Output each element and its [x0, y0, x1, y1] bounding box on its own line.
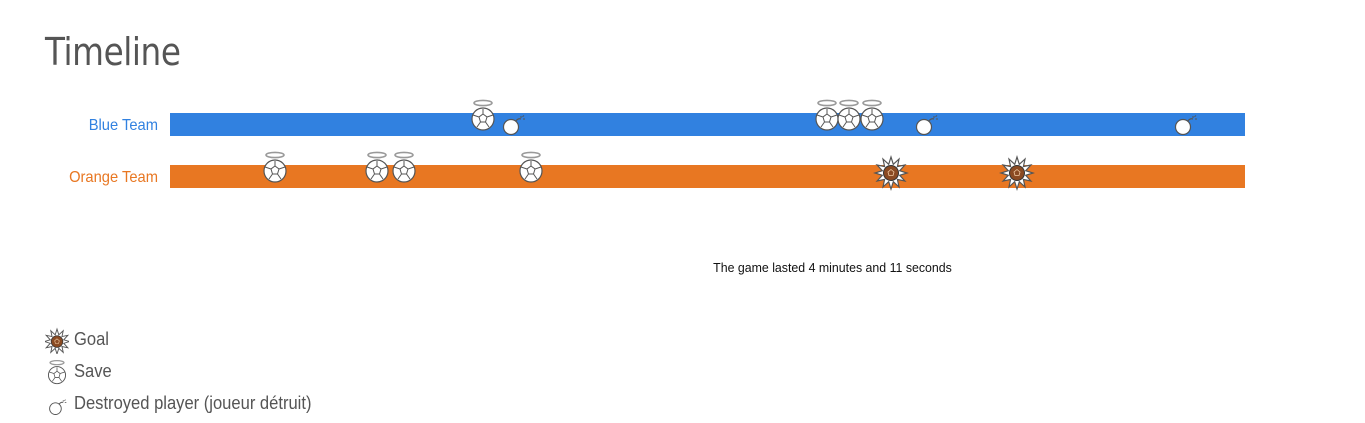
legend-item-save: Save: [45, 355, 332, 387]
legend-item-goal: Goal: [43, 323, 332, 356]
game-duration-summary: The game lasted 4 minutes and 11 seconds: [713, 260, 952, 275]
save-icon[interactable]: [363, 149, 391, 185]
legend-label: Destroyed player (joueur détruit): [74, 392, 312, 413]
save-icon[interactable]: [390, 149, 418, 185]
goal-icon: [43, 326, 71, 356]
save-icon[interactable]: [517, 149, 545, 185]
save-icon: [45, 358, 69, 385]
save-icon[interactable]: [261, 149, 289, 185]
legend-label: Save: [74, 360, 112, 381]
timeline-track-orange: [170, 165, 1245, 188]
bomb-icon[interactable]: [912, 103, 940, 139]
save-icon[interactable]: [835, 97, 863, 133]
legend-label: Goal: [74, 328, 109, 349]
bomb-icon[interactable]: [499, 103, 527, 139]
team-label-blue: Blue Team: [88, 117, 158, 134]
bomb-icon[interactable]: [1171, 103, 1199, 139]
bomb-icon: [45, 390, 69, 416]
save-icon[interactable]: [813, 97, 841, 133]
legend-item-destroyed: Destroyed player (joueur détruit): [45, 387, 332, 419]
page-title: Timeline: [45, 30, 181, 74]
team-label-orange: Orange Team: [69, 169, 158, 186]
save-icon[interactable]: [469, 97, 497, 133]
goal-icon[interactable]: [873, 153, 910, 191]
save-icon[interactable]: [858, 97, 886, 133]
goal-icon[interactable]: [999, 153, 1036, 191]
legend: Goal Save Destroyed player (joueur détru…: [43, 323, 332, 419]
timeline-track-blue: [170, 113, 1245, 136]
